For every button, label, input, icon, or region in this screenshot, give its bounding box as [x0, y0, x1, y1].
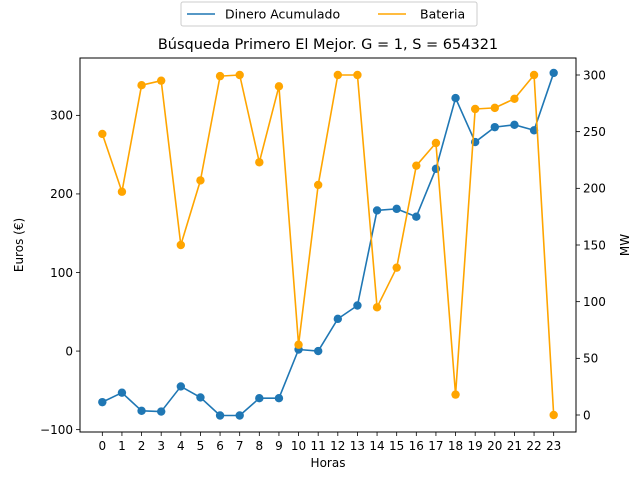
x-tick-label: 11	[311, 439, 326, 453]
x-tick-label: 16	[409, 439, 424, 453]
y-left-tick-label: 100	[50, 266, 73, 280]
y-right-tick-label: 50	[583, 352, 598, 366]
data-point-bateria	[117, 187, 127, 196]
data-point-bateria	[215, 71, 225, 81]
data-point-dinero-acumulado	[235, 411, 244, 420]
data-point-dinero-acumulado	[412, 212, 421, 221]
data-point-bateria	[294, 340, 303, 349]
x-tick-label: 8	[255, 439, 263, 453]
data-point-dinero-acumulado	[156, 407, 166, 416]
x-tick-label: 4	[177, 439, 185, 453]
data-point-dinero-acumulado	[529, 126, 539, 135]
y-left-tick-label: 0	[65, 344, 73, 358]
x-axis-label: Horas	[311, 456, 346, 470]
x-tick-label: 23	[546, 439, 561, 453]
data-point-bateria	[529, 70, 539, 80]
x-tick-label: 18	[448, 439, 463, 453]
x-tick-label: 0	[98, 439, 106, 453]
data-point-bateria	[451, 390, 460, 399]
data-point-bateria	[313, 180, 323, 190]
x-tick-label: 9	[275, 439, 283, 453]
series-dinero-acumulado	[98, 68, 558, 420]
data-point-dinero-acumulado	[215, 411, 225, 420]
legend: Dinero Acumulado Bateria	[180, 1, 478, 27]
data-point-dinero-acumulado	[274, 394, 284, 403]
data-point-dinero-acumulado	[353, 301, 362, 310]
data-point-dinero-acumulado	[98, 397, 107, 407]
data-point-dinero-acumulado	[510, 120, 519, 129]
x-tick-label: 7	[236, 439, 244, 453]
x-tick-label: 6	[216, 439, 224, 453]
data-point-bateria	[235, 70, 244, 80]
data-point-dinero-acumulado	[451, 93, 460, 103]
data-point-dinero-acumulado	[117, 388, 127, 397]
x-tick-label: 15	[389, 439, 404, 453]
data-point-bateria	[470, 104, 480, 114]
x-tick-label: 5	[197, 439, 205, 453]
data-point-bateria	[490, 103, 500, 113]
legend-label-dinero: Dinero Acumulado	[225, 7, 340, 22]
x-tick-label: 13	[350, 439, 365, 453]
y-right-tick-label: 250	[583, 125, 606, 139]
y-left-tick-label: 300	[50, 109, 73, 123]
y-right-tick-label: 150	[583, 238, 606, 252]
y-axis-label-left: Euros (€)	[12, 218, 26, 272]
y-right-tick-label: 0	[583, 408, 591, 422]
data-point-dinero-acumulado	[392, 204, 401, 214]
plot-frame	[79, 57, 577, 433]
data-point-bateria	[176, 240, 186, 250]
y-right-tick-label: 200	[583, 182, 606, 196]
x-tick-label: 17	[428, 439, 443, 453]
x-tick-label: 3	[157, 439, 165, 453]
ticks-layer: 0 1 2 3 4 5 6 7 8 9 10 11 12 13 14 15 16 17 18 19 20 21 22 23−1…	[40, 68, 606, 453]
x-tick-label: 2	[138, 439, 146, 453]
data-point-dinero-acumulado	[333, 314, 343, 324]
series-bateria	[98, 70, 558, 420]
legend-label-bateria: Bateria	[420, 7, 465, 22]
y-axis-label-right: MW	[618, 234, 632, 256]
data-point-dinero-acumulado	[372, 206, 382, 215]
data-point-bateria	[156, 76, 166, 85]
data-point-bateria	[549, 410, 558, 420]
x-tick-label: 22	[526, 439, 541, 453]
data-point-dinero-acumulado	[313, 346, 323, 356]
data-point-bateria	[412, 161, 421, 170]
data-point-bateria	[98, 129, 107, 139]
data-point-bateria	[372, 303, 382, 312]
data-point-dinero-acumulado	[137, 406, 146, 415]
data-point-dinero-acumulado	[549, 68, 558, 78]
x-tick-label: 20	[487, 439, 502, 453]
data-point-bateria	[510, 94, 519, 104]
data-point-dinero-acumulado	[176, 382, 186, 391]
y-left-tick-label: −100	[40, 423, 73, 437]
x-tick-label: 19	[468, 439, 483, 453]
x-tick-label: 14	[369, 439, 384, 453]
x-tick-label: 21	[507, 439, 522, 453]
data-point-bateria	[353, 70, 362, 80]
data-point-bateria	[333, 70, 343, 80]
series-layer	[98, 68, 558, 420]
legend-frame	[180, 1, 478, 27]
y-left-tick-label: 200	[50, 187, 73, 201]
data-point-bateria	[137, 81, 146, 90]
data-point-dinero-acumulado	[255, 394, 264, 403]
x-tick-label: 1	[118, 439, 126, 453]
chart-title: Búsqueda Primero El Mejor. G = 1, S = 65…	[158, 37, 498, 53]
x-tick-label: 10	[291, 439, 306, 453]
data-point-bateria	[392, 263, 401, 272]
data-point-dinero-acumulado	[490, 122, 500, 132]
x-tick-label: 12	[330, 439, 345, 453]
data-point-bateria	[274, 82, 284, 91]
data-point-bateria	[196, 176, 205, 185]
data-point-bateria	[431, 138, 441, 148]
data-point-dinero-acumulado	[196, 393, 205, 402]
y-right-tick-label: 100	[583, 295, 606, 309]
y-right-tick-label: 300	[583, 68, 606, 82]
data-point-bateria	[255, 158, 264, 167]
